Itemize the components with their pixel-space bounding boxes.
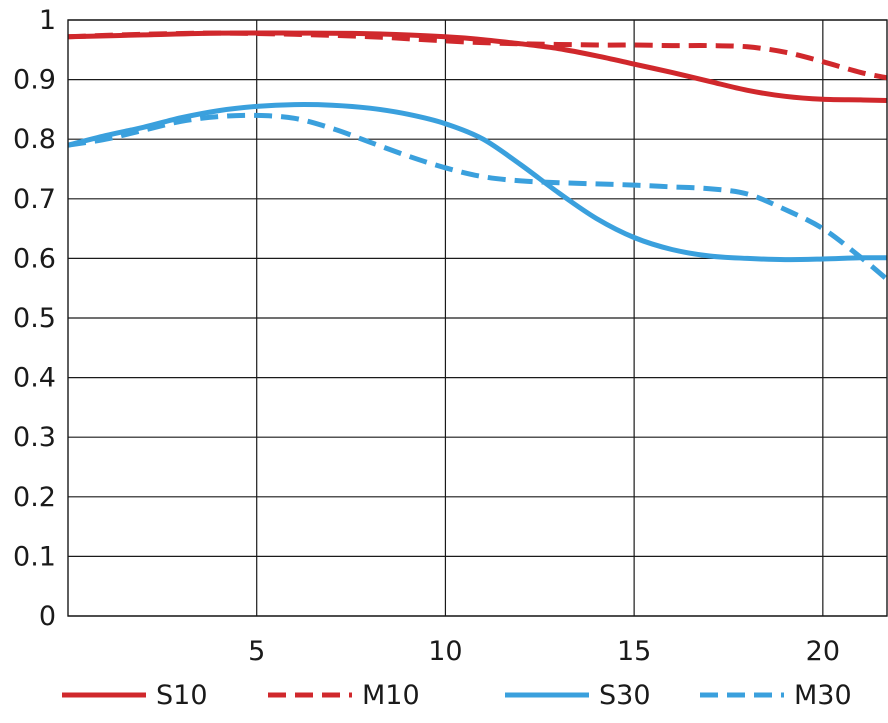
- legend-label-s30: S30: [599, 680, 651, 711]
- legend-label-m10: M10: [362, 680, 420, 711]
- x-axis-ticks: 5 10 15 20: [248, 636, 840, 667]
- legend-label-s10: S10: [156, 680, 208, 711]
- y-tick-label: 0.8: [13, 124, 56, 155]
- x-tick-label: 15: [617, 636, 651, 667]
- legend-label-m30: M30: [794, 680, 852, 711]
- x-tick-label: 10: [428, 636, 462, 667]
- series-lines: [67, 30, 888, 282]
- grid: [68, 19, 887, 617]
- x-tick-label: 5: [248, 636, 265, 667]
- y-tick-label: 0.4: [13, 363, 56, 394]
- y-tick-label: 0: [39, 601, 56, 632]
- y-tick-label: 0.1: [13, 541, 56, 572]
- series-line-s30: [67, 102, 888, 263]
- y-tick-label: 0.7: [13, 184, 56, 215]
- series-line-m10: [67, 30, 888, 81]
- y-tick-label: 0.2: [13, 482, 56, 513]
- legend: S10 M10 S30 M30: [62, 680, 852, 711]
- y-axis-ticks: 0 0.1 0.2 0.3 0.4 0.5 0.6 0.7 0.8 0.9 1: [13, 5, 56, 632]
- series-line-m30: [67, 112, 888, 282]
- y-tick-label: 0.9: [13, 65, 56, 96]
- y-tick-label: 1: [39, 5, 56, 36]
- y-tick-label: 0.3: [13, 422, 56, 453]
- plot-frame: [67, 19, 888, 617]
- y-tick-label: 0.6: [13, 243, 56, 274]
- x-tick-label: 20: [806, 636, 840, 667]
- y-tick-label: 0.5: [13, 303, 56, 334]
